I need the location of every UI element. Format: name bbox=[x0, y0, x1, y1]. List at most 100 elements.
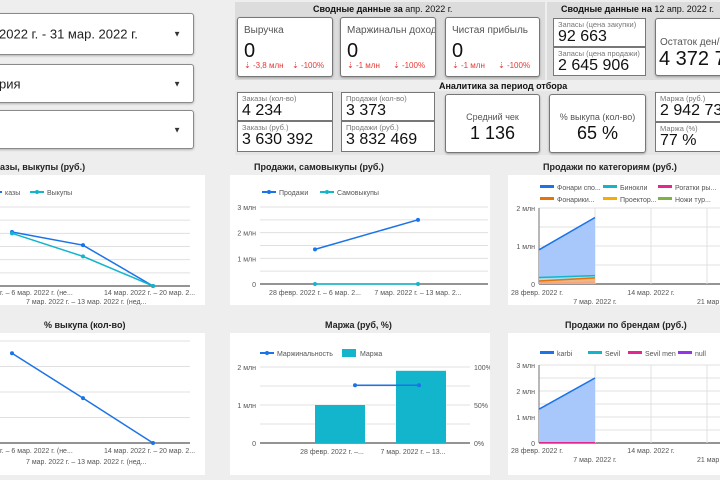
sales-by-brand-chart: karbi Sevil Sevil men null 0 1 млн 2 млн 3 млн 2… bbox=[511, 351, 720, 464]
x-tick-label: 7 мар. 2022 г. – 13 мар. 2022 г. (нед... bbox=[26, 459, 147, 466]
kpi-label: Маржа (%) bbox=[660, 124, 698, 133]
data-point bbox=[151, 441, 155, 445]
analytics-title: Аналитика за период отбора bbox=[439, 81, 568, 91]
y-tick-label: 1 млн bbox=[516, 244, 535, 251]
chart-card-sales-by-brand: karbi Sevil Sevil men null 0 1 млн 2 млн 3 млн 2… bbox=[508, 333, 720, 475]
y-tick-label-left: 0 bbox=[252, 441, 256, 448]
kpi-label: Заказы (руб.) bbox=[242, 123, 289, 132]
legend-category-4-swatch bbox=[603, 197, 617, 200]
kpi-label: Средний чек bbox=[466, 112, 519, 122]
legend-category-1-swatch bbox=[603, 185, 617, 188]
category-value: рия bbox=[0, 76, 21, 91]
y-tick-label: 2 млн bbox=[516, 206, 535, 213]
delta-pct-value: -100% bbox=[401, 61, 426, 70]
area-Фонарики... bbox=[539, 277, 595, 284]
legend-brand-0-swatch bbox=[540, 351, 554, 354]
x-tick-label: 28 февр. 2022 г. –... bbox=[300, 449, 364, 456]
legend-brand-2-swatch bbox=[628, 351, 642, 354]
delta-pct-value: -100% bbox=[506, 61, 531, 70]
x-tick-label: 14 мар. 2022 г. bbox=[627, 290, 674, 297]
x-tick-label: 7 мар. 2022 г. bbox=[573, 299, 617, 305]
kpi-value: 3 373 bbox=[346, 102, 387, 119]
data-point bbox=[151, 284, 155, 288]
y-tick-label-left: 2 млн bbox=[237, 365, 256, 372]
x-tick-label: 21 мар. 202 bbox=[697, 457, 720, 464]
kpi-value: 77 % bbox=[660, 132, 697, 149]
category-filter[interactable]: рия ▼ bbox=[0, 64, 194, 103]
summary-period-title: Сводные данные за апр. 2022 г. bbox=[313, 4, 452, 14]
kpi-value: 4 372 71 bbox=[659, 48, 720, 70]
y-tick-label: 1 млн bbox=[237, 256, 256, 263]
arrow-down-icon: ⇣ bbox=[452, 61, 459, 70]
legend-marginality-label: Маржинальность bbox=[277, 351, 333, 358]
x-tick-label: 7 мар. 2022 г. – 13... bbox=[381, 449, 446, 456]
data-point bbox=[10, 231, 14, 236]
legend-buyouts-marker bbox=[35, 190, 39, 194]
arrow-down-icon: ⇣ bbox=[244, 61, 251, 70]
chart-title-margin: Маржа (руб, %) bbox=[325, 320, 392, 330]
data-point bbox=[313, 282, 317, 286]
legend-brand-0-label: karbi bbox=[557, 351, 573, 358]
arrow-down-icon: ⇣ bbox=[498, 61, 505, 70]
legend-brand-1-swatch bbox=[588, 351, 602, 354]
kpi-margin-rub: Маржа (руб.) 2 942 73 bbox=[655, 92, 720, 122]
chart-card-buyout-pct: г. – 6 мар. 2022 г. (не... 14 мар. 2022 г… bbox=[0, 333, 205, 475]
x-tick-label: 7 мар. 2022 г. – 13 мар. 2022 г. (нед... bbox=[26, 299, 147, 305]
kpi-value: 92 663 bbox=[558, 28, 607, 45]
legend-brand-3-label: null bbox=[695, 351, 706, 358]
delta-pct: ⇣ -100% bbox=[292, 61, 324, 70]
summary-period-title-bold: Сводные данные за bbox=[313, 4, 403, 14]
x-tick-label: 21 мар. 202 bbox=[697, 299, 720, 305]
series-line-Фонари спо... bbox=[538, 216, 596, 251]
legend-category-3-label: Фонарики... bbox=[557, 197, 595, 204]
kpi-label: Чистая прибыль bbox=[452, 25, 528, 36]
area-karbi bbox=[539, 378, 595, 443]
delta-pct: ⇣ -100% bbox=[393, 61, 425, 70]
dropdown-arrow-icon: ▼ bbox=[173, 79, 181, 88]
legend-category-0-swatch bbox=[540, 185, 554, 188]
kpi-value: 0 bbox=[347, 40, 359, 62]
kpi-label: Продажи (руб.) bbox=[346, 123, 399, 132]
data-point bbox=[81, 254, 85, 259]
kpi-value: 3 630 392 bbox=[242, 131, 314, 148]
y-tick-label: 0 bbox=[531, 441, 535, 448]
kpi-label: % выкупа (кол-во) bbox=[559, 112, 636, 122]
x-tick-label: г. – 6 мар. 2022 г. (не... bbox=[0, 448, 73, 455]
area-Фонари спо... bbox=[539, 217, 595, 284]
legend-brand-1-label: Sevil bbox=[605, 351, 621, 358]
kpi-value: 2 942 73 bbox=[660, 102, 720, 119]
kpi-cash-balance: Остаток ден/ср 4 372 71 bbox=[655, 18, 720, 76]
legend-category-0-label: Фонари спо... bbox=[557, 185, 601, 192]
chart-card-orders-buyouts: казы Выкупы г. – 6 мар. 2022 г. (не... 14 м… bbox=[0, 175, 205, 306]
legend-category-5-label: Ножи тур... bbox=[675, 197, 711, 204]
date-range-filter[interactable]: 2022 г. - 31 мар. 2022 г. ▼ bbox=[0, 13, 194, 55]
legend-brand-3-swatch bbox=[678, 351, 692, 354]
dropdown-arrow-icon: ▼ bbox=[173, 29, 181, 39]
chart-title-sales-by-brand: Продажи по брендам (руб.) bbox=[565, 320, 687, 330]
kpi-sales-qty: Продажи (кол-во) 3 373 bbox=[341, 92, 435, 121]
legend-category-3-swatch bbox=[540, 197, 554, 200]
legend-margin-label: Маржа bbox=[360, 351, 382, 358]
delta-abs-value: -3,8 млн bbox=[252, 61, 284, 70]
sales-by-category-chart: Фонари спо... Бинокли Рогатки ры... Фонарик… bbox=[511, 185, 720, 306]
y-tick-label: 1 млн bbox=[516, 415, 535, 422]
kpi-net-profit: Чистая прибыль 0 ⇣ -1 млн ⇣ -100% bbox=[445, 17, 540, 77]
kpi-label: Запасы (цена продажи) bbox=[558, 49, 640, 58]
kpi-label: Остаток ден/ср bbox=[660, 37, 720, 48]
chart-card-sales-selfbuy: Продажи Самовыкупы 0 1 млн 2 млн 3 млн 28 февр… bbox=[230, 175, 490, 305]
legend-selfbuy-marker bbox=[325, 190, 329, 194]
chart-card-sales-by-category: Фонари спо... Бинокли Рогатки ры... Фонарик… bbox=[508, 175, 720, 306]
kpi-label: Выручка bbox=[244, 25, 284, 36]
chart-title-buyout-pct: % выкупа (кол-во) bbox=[44, 320, 126, 330]
legend-category-4-label: Проектор... bbox=[620, 197, 657, 204]
x-tick-label: 14 мар. 2022 г. bbox=[627, 448, 674, 455]
data-point bbox=[353, 383, 357, 388]
y-tick-label: 2 млн bbox=[237, 231, 256, 238]
brand-filter[interactable]: ▼ bbox=[0, 110, 194, 149]
delta-pct: ⇣ -100% bbox=[498, 61, 530, 70]
legend-category-2-swatch bbox=[658, 185, 672, 188]
chart-title-orders-buyouts: азы, выкупы (руб.) bbox=[0, 162, 86, 172]
kpi-value: 4 234 bbox=[242, 102, 283, 119]
y-tick-label-right: 50% bbox=[474, 403, 488, 410]
y-tick-label-left: 1 млн bbox=[237, 403, 256, 410]
